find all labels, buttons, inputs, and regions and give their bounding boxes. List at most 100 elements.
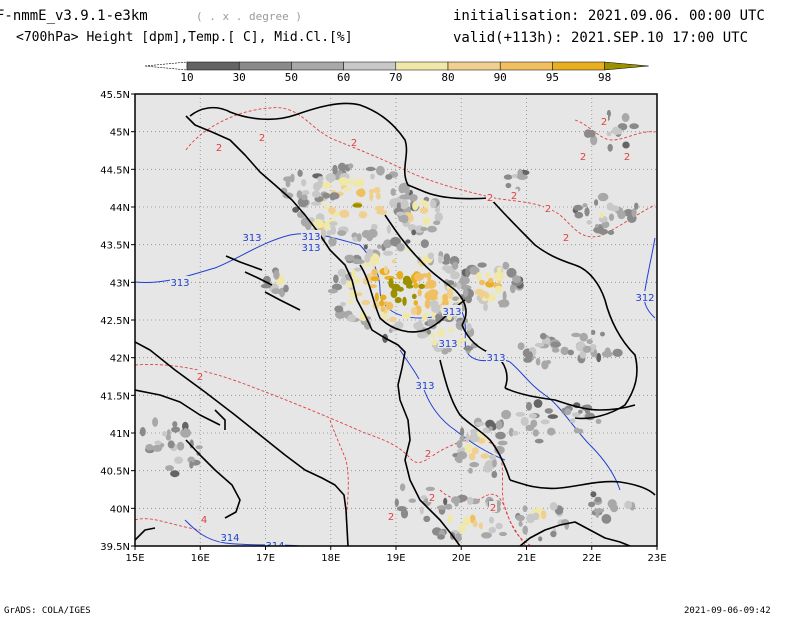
cloud-cell (400, 214, 409, 224)
cloud-cell (564, 408, 572, 416)
cloud-cell (165, 465, 174, 471)
cloud-cell (574, 211, 584, 219)
cloud-cell (182, 421, 189, 431)
cloud-cell (512, 430, 519, 436)
colorbar-tick-label: 70 (389, 71, 402, 84)
cloud-cell (509, 283, 516, 294)
lat-label: 40N (110, 504, 130, 515)
cloud-cell (446, 288, 454, 299)
cloud-cell (464, 443, 473, 453)
temp-contour-line (135, 518, 201, 531)
cloud-cell (480, 453, 490, 459)
temp-contour-label: 2 (601, 117, 607, 128)
cloud-cell (348, 299, 354, 305)
cloud-cell (388, 278, 394, 289)
cloud-cell (419, 506, 424, 515)
cloud-cell (273, 270, 280, 280)
cloud-cell (506, 267, 517, 278)
cloud-cell (357, 233, 362, 242)
cloud-cell (280, 187, 288, 195)
cloud-cell (474, 421, 485, 426)
bosnia-serbia-border (384, 214, 467, 326)
cloud-cell (505, 182, 512, 189)
lat-label: 40.5N (100, 467, 130, 478)
cloud-cell (353, 178, 365, 188)
cloud-cell (612, 348, 623, 357)
cloud-cell (522, 505, 528, 513)
cloud-cell (588, 501, 596, 508)
cloud-cell (458, 523, 466, 534)
cloud-cell (376, 165, 385, 176)
height-label-bg (220, 531, 240, 542)
cloud-cell (324, 205, 329, 210)
cloud-cell (424, 299, 431, 309)
croatia-north-border (189, 102, 491, 200)
cloud-cell (489, 454, 497, 460)
greece-north-border (509, 479, 656, 496)
cloud-cell (337, 230, 347, 237)
cloud-cell (540, 332, 547, 340)
cloud-cell (301, 179, 307, 187)
italy-heel-coast (185, 439, 241, 519)
cloud-cell (329, 221, 338, 227)
temp-contour-label: 2 (425, 449, 431, 460)
cloud-cell (512, 275, 521, 284)
cloud-cell (502, 290, 507, 301)
cloud-cell (313, 218, 324, 229)
cloud-cell (333, 274, 339, 284)
cloud-cell (532, 429, 539, 437)
cloud-cell (488, 526, 496, 534)
cloud-cell (374, 292, 379, 302)
lat-label: 43N (110, 278, 130, 289)
cloud-cell (427, 225, 437, 233)
cloud-cell (503, 174, 513, 180)
height-contour-label: 314 (265, 541, 284, 552)
cloud-cell (327, 288, 338, 294)
cloud-cell (283, 284, 289, 293)
temp-label-bg (428, 491, 436, 502)
cloud-cell (469, 266, 480, 275)
cloud-cell (411, 229, 417, 236)
cloud-cell (522, 525, 528, 535)
cloud-cell (550, 530, 557, 538)
temp-label-bg (486, 191, 494, 202)
temp-label-bg (562, 231, 570, 242)
cloud-cell (459, 435, 465, 443)
cloud-cell (330, 196, 336, 201)
lat-label: 39.5N (100, 542, 130, 553)
cloud-cell (502, 261, 509, 270)
cloud-cell (359, 311, 368, 322)
cloud-cell (396, 270, 404, 280)
cloud-cell (425, 279, 437, 289)
peljesac (264, 291, 301, 311)
cloud-cell (591, 329, 596, 335)
cloud-cell (402, 278, 413, 286)
cloud-cell (481, 532, 492, 539)
cloud-cell (451, 261, 459, 270)
cloud-cell (446, 280, 455, 286)
cloud-cell (406, 284, 414, 289)
cloud-cell (465, 267, 470, 278)
cloud-cell (296, 190, 303, 199)
cloud-cell (616, 128, 623, 135)
cloud-cell (154, 440, 162, 446)
cloud-cell (420, 226, 428, 232)
cloud-cell (389, 316, 397, 323)
cloud-cell (371, 268, 378, 276)
cloud-cell (469, 432, 480, 443)
axis-labels: 45.5N 45N 44.5N 44N 43.5N 43N 42.5N 42N 41.5N 41N… (100, 90, 666, 564)
height-label-bg (415, 379, 435, 390)
cloud-cell (495, 522, 503, 530)
cloud-cell (399, 194, 410, 200)
temp-contour-label: 2 (259, 133, 265, 144)
cloud-cell (423, 515, 431, 523)
cloud-cell (534, 438, 544, 444)
colorbar-left-arrow (144, 61, 188, 71)
cloud-cell (607, 143, 613, 152)
lat-label: 43.5N (100, 241, 130, 252)
cloud-cell (571, 332, 581, 338)
cloud-cell (420, 495, 428, 500)
cloud-cell (456, 440, 463, 449)
lon-label: 22E (582, 553, 601, 564)
cloud-cell (371, 223, 378, 231)
